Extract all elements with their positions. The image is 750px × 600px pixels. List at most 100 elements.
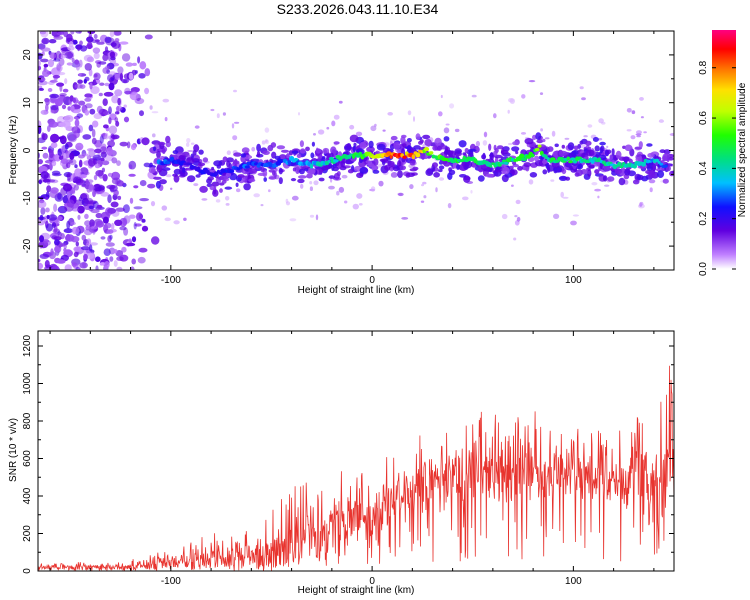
ridge-halo-blob (248, 178, 256, 183)
ridge-halo-blob (561, 144, 565, 149)
noise-blob (636, 130, 642, 135)
noise-blob (69, 152, 75, 160)
noise-blob (76, 113, 84, 118)
ridge-halo-blob (219, 188, 223, 193)
ridge-halo-blob (182, 167, 186, 173)
noise-blob (134, 70, 138, 74)
ridge-halo-blob (577, 163, 584, 170)
noise-blob (39, 214, 44, 221)
noise-blob (75, 31, 82, 34)
noise-blob (89, 82, 93, 90)
noise-blob (93, 148, 102, 154)
noise-blob (643, 131, 647, 134)
ridge-halo-blob (517, 166, 523, 171)
ridge-halo-blob (268, 176, 277, 180)
noise-blob (356, 193, 363, 199)
noise-blob (85, 103, 93, 109)
noise-blob (38, 258, 41, 263)
ridge-halo-blob (600, 145, 605, 152)
noise-blob (462, 196, 469, 201)
noise-blob (553, 213, 560, 219)
ridge-point (544, 154, 548, 160)
ridge-halo-blob (159, 179, 167, 185)
noise-blob (669, 133, 674, 136)
noise-blob (265, 139, 268, 143)
noise-blob (75, 177, 84, 184)
noise-blob (133, 206, 143, 210)
ridge-halo-blob (599, 161, 603, 170)
ridge-point (641, 161, 647, 167)
noise-blob (55, 71, 66, 76)
noise-blob (81, 234, 87, 241)
noise-blob (225, 196, 230, 201)
colorbar-ticks: 0.0 0.2 0.4 0.6 0.8 (698, 60, 736, 276)
noise-blob (80, 246, 91, 251)
ridge-halo-blob (459, 174, 467, 178)
ridge-halo-blob (638, 141, 643, 149)
ridge-halo-blob (346, 143, 352, 149)
ridge-point (519, 153, 525, 159)
noise-blob (45, 98, 50, 106)
ridge-halo-blob (153, 146, 156, 152)
ridge-halo-blob (525, 165, 530, 172)
ridge-halo-blob (368, 140, 374, 149)
noise-blob (56, 63, 61, 71)
noise-blob (104, 82, 110, 87)
ridge-halo-blob (328, 162, 332, 169)
noise-blob (572, 214, 580, 217)
ridge-halo-blob (425, 168, 434, 176)
noise-blob (84, 97, 92, 102)
ridge-halo-blob (179, 170, 188, 177)
noise-blob (100, 157, 105, 162)
ridge-halo-blob (221, 179, 227, 184)
ridge-halo-blob (202, 157, 209, 163)
noise-blob (38, 262, 44, 270)
noise-blob (194, 125, 200, 129)
noise-blob (42, 178, 51, 183)
noise-blob (47, 88, 53, 92)
noise-blob (59, 93, 67, 97)
y-tick-label: 1000 (22, 372, 33, 395)
noise-blob (78, 59, 83, 68)
ridge-halo-blob (434, 137, 442, 146)
ridge-halo-blob (666, 155, 670, 163)
ridge-halo-blob (248, 168, 257, 174)
noise-blob (151, 236, 160, 245)
ridge-halo-blob (580, 169, 588, 175)
noise-blob (639, 97, 644, 101)
noise-blob (88, 124, 94, 132)
noise-blob (88, 184, 95, 191)
noise-blob (141, 218, 146, 223)
noise-blob (570, 220, 577, 226)
ridge-point (521, 157, 527, 161)
ridge-point (617, 161, 622, 166)
noise-blob (201, 198, 208, 201)
noise-blob (115, 105, 123, 112)
noise-blob (639, 201, 644, 206)
colorbar: 0.0 0.2 0.4 0.6 0.8 Normalized spectral ampl… (698, 30, 748, 276)
noise-blob (216, 113, 220, 119)
ridge-point (424, 147, 430, 152)
noise-blob (370, 186, 376, 192)
ridge-point (499, 161, 505, 165)
noise-blob (128, 173, 136, 177)
noise-blob (139, 180, 147, 187)
noise-blob (264, 127, 270, 133)
ridge-halo-blob (292, 167, 297, 172)
ridge-halo-blob (393, 142, 401, 150)
noise-blob (539, 92, 544, 95)
noise-blob (53, 35, 64, 40)
ridge-halo-blob (367, 146, 375, 153)
y-tick-label: 1200 (22, 334, 33, 357)
ridge-halo-blob (529, 172, 538, 178)
ridge-halo-blob (232, 160, 240, 165)
noise-blob (133, 222, 137, 230)
noise-blob (48, 39, 57, 44)
noise-blob (138, 247, 148, 253)
noise-blob (45, 196, 49, 200)
noise-blob (186, 138, 191, 143)
colorbar-gradient (712, 30, 736, 269)
ridge-halo-blob (501, 174, 509, 183)
noise-blob (93, 174, 98, 181)
noise-blob (562, 196, 569, 199)
